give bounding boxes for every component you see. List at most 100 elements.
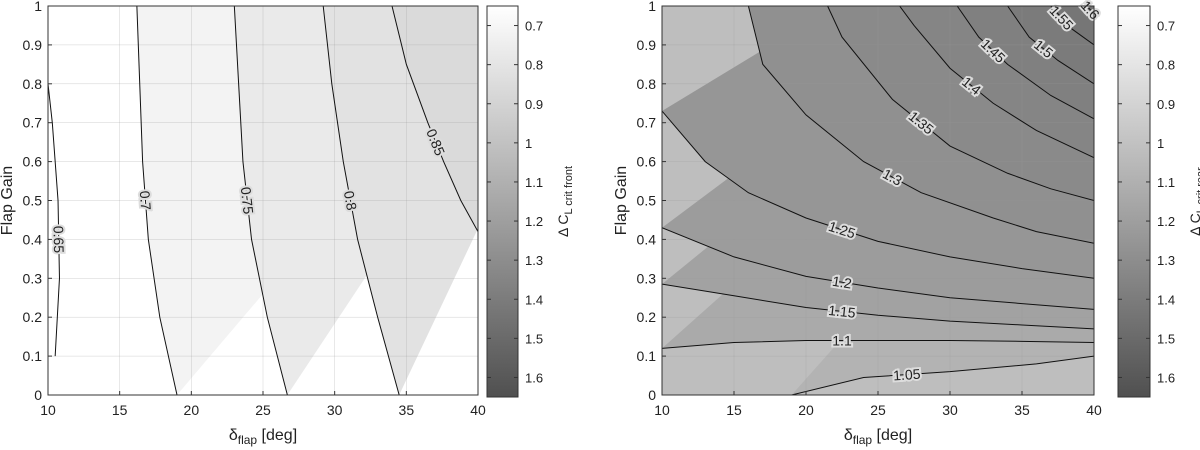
contour-line — [662, 340, 1094, 349]
colorbar-tick-label: 0.8 — [1157, 58, 1175, 73]
colorbar-tick-label: 1.1 — [525, 175, 543, 190]
colorbar-tick-label: 1.6 — [525, 370, 543, 385]
grid — [47, 5, 479, 396]
contour-line — [1086, 6, 1094, 15]
colorbar-label: Δ CL crit front — [555, 166, 575, 237]
contour-line — [791, 355, 1094, 395]
y-tick-label: 0 — [648, 387, 656, 403]
y-tick-label: 0.8 — [637, 76, 657, 92]
y-tick-label: 0.2 — [637, 309, 657, 325]
colorbar-label-main: Δ C — [1187, 213, 1200, 236]
colorbar-tick-label: 1.3 — [525, 253, 543, 268]
contour-lines — [48, 6, 478, 395]
contour-label-group: 1.05 — [891, 364, 923, 386]
contour-band — [1050, 6, 1094, 45]
colorbar-tick-label: 1 — [525, 136, 532, 151]
contour-label: 0.75 — [238, 186, 257, 215]
contour-line — [956, 6, 1094, 120]
colorbar-tick-label: 1.5 — [1157, 331, 1175, 346]
x-tick-label: 30 — [327, 402, 343, 418]
colorbar-tick-label: 1 — [1157, 136, 1164, 151]
x-tick-label: 25 — [255, 402, 271, 418]
y-tick-label: 1 — [648, 0, 656, 14]
colorbar-gradient — [486, 5, 519, 398]
contour-label: 0.65 — [51, 226, 68, 254]
colorbar-tick-label: 0.8 — [525, 58, 543, 73]
contour-line — [391, 6, 478, 232]
x-axis-label: δflap [deg] — [844, 427, 912, 447]
colorbar-tick-label: 1.5 — [525, 331, 543, 346]
y-tick-label: 0.9 — [23, 37, 43, 53]
y-tick-label: 0.9 — [637, 37, 657, 53]
contour-label: 1.15 — [828, 302, 857, 321]
contour-band — [1086, 6, 1094, 14]
contour-line — [322, 6, 400, 395]
colorbar-tick-label: 1.2 — [1157, 214, 1175, 229]
y-tick-label: 0.6 — [637, 154, 657, 170]
x-tick-label: 25 — [870, 402, 886, 418]
x-axis-label-subscript: flap — [853, 433, 873, 447]
colorbar-gradient — [1117, 5, 1151, 398]
y-tick-label: 0.5 — [637, 193, 657, 209]
x-tick-label: 15 — [726, 402, 742, 418]
colorbar-tick-label: 1.3 — [1157, 253, 1175, 268]
x-tick-label: 40 — [1086, 402, 1102, 418]
y-tick-label: 0.1 — [637, 348, 657, 364]
y-tick-label: 0.5 — [23, 193, 43, 209]
x-tick-label: 40 — [470, 402, 486, 418]
y-tick-label: 0.1 — [23, 348, 43, 364]
y-axis-label: Flap Gain — [613, 166, 630, 235]
contour-line — [747, 6, 1094, 244]
x-tick-label: 20 — [798, 402, 814, 418]
contour-line — [827, 6, 1094, 201]
contour-label-group: 1.1 — [830, 331, 854, 351]
colorbar-tick-label: 0.7 — [1157, 19, 1175, 34]
x-tick-label: 35 — [1014, 402, 1030, 418]
contour-line — [662, 227, 1094, 310]
x-tick-label: 35 — [399, 402, 415, 418]
colorbar: 0.7 0.8 0.9 1 1.1 1.2 1.3 1.4 1.5 1.6 Δ CL crit fr… — [486, 5, 575, 398]
contour-label: 1.05 — [893, 366, 921, 384]
contour-label-group: 1.2 — [829, 271, 855, 294]
colorbar-tick-label: 0.7 — [525, 19, 543, 34]
colorbar-tick-label: 1.6 — [1157, 370, 1175, 385]
contour-band — [392, 6, 478, 232]
contour-label: 0.8 — [341, 189, 360, 211]
x-axis-label: δflap [deg] — [229, 427, 297, 447]
y-tick-label: 0.4 — [23, 231, 43, 247]
contour-label-group: 1.15 — [826, 300, 859, 323]
y-tick-label: 0.3 — [23, 270, 43, 286]
colorbar: 0.7 0.8 0.9 1 1.1 1.2 1.3 1.4 1.5 1.6 Δ CL crit re… — [1117, 5, 1200, 398]
y-tick-label: 0.2 — [23, 309, 43, 325]
x-tick-label: 15 — [112, 402, 128, 418]
contour-line — [662, 283, 1094, 330]
contour-label: 1.1 — [832, 333, 852, 349]
x-axis-label-symbol: δ — [229, 427, 238, 444]
y-tick-label: 0 — [34, 387, 42, 403]
contour-label-group: 0.7 — [135, 188, 156, 213]
contour-label-group: 0.65 — [49, 224, 70, 256]
colorbar-tick-label: 1.4 — [525, 292, 543, 307]
y-tick-label: 0.6 — [23, 154, 43, 170]
y-tick-label: 0.4 — [637, 231, 657, 247]
contour-panel-2: 1.051.11.151.21.251.31.351.41.45 1.51.55 1… — [613, 0, 1200, 447]
colorbar-label-subscript: L crit front — [563, 166, 575, 215]
colorbar-tick-label: 1.1 — [1157, 175, 1175, 190]
contour-label-group: 0.75 — [236, 184, 259, 217]
colorbar-tick-label: 1.4 — [1157, 292, 1175, 307]
x-axis-label-unit: [deg] — [872, 427, 912, 444]
x-axis-label-subscript: flap — [238, 433, 258, 447]
contour-line — [662, 110, 1094, 279]
contour-line — [136, 6, 178, 395]
y-tick-label: 0.7 — [23, 115, 43, 131]
colorbar-label-main: Δ C — [555, 214, 571, 237]
x-tick-label: 20 — [184, 402, 200, 418]
contour-line — [48, 83, 60, 357]
y-tick-label: 0.8 — [23, 76, 43, 92]
x-axis-label-symbol: δ — [844, 427, 853, 444]
y-tick-label: 1 — [34, 0, 42, 14]
colorbar-tick-label: 1.2 — [525, 214, 543, 229]
x-tick-label: 10 — [40, 402, 56, 418]
